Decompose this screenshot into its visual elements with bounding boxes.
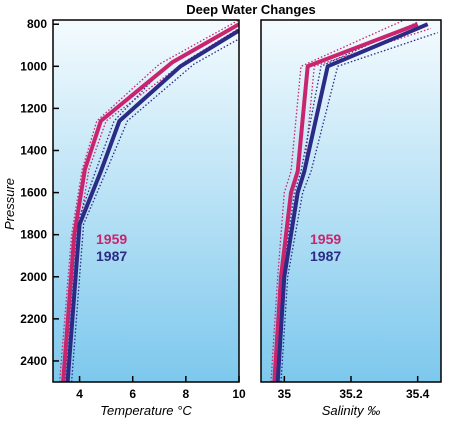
y-tick-label: 1200 [20,101,47,115]
legend-label-1959: 1959 [310,231,341,247]
temperature-axes-frame [52,19,240,383]
y-tick-label: 800 [27,17,47,31]
salinity-data-layer [270,20,438,382]
envelope-line-1959 [58,20,239,382]
x-tick-label: 6 [129,387,136,401]
legend-label-1959: 1959 [96,231,127,247]
y-tick-label: 1400 [20,143,47,157]
y-tick-label: 1000 [20,59,47,73]
series-line-1959 [272,22,419,382]
y-axis-label: Pressure [2,178,17,230]
legend-label-1987: 1987 [96,248,127,264]
temperature-x-axis-label: Temperature °C [100,403,192,418]
temperature-plot-area [53,20,239,382]
x-tick-label: 35 [278,387,292,401]
x-tick-label: 35.2 [339,387,363,401]
envelope-line-1959 [270,20,405,382]
y-axis-ticks: 800 1000 1200 1400 1600 1800 2000 2200 2400 [20,17,59,368]
y-tick-label: 1800 [20,228,47,242]
series-line-1987 [275,22,429,382]
y-tick-label: 2400 [20,354,47,368]
y-tick-label: 2200 [20,312,47,326]
series-line-1987 [65,28,239,382]
x-tick-label: 10 [232,387,246,401]
x-tick-label: 4 [76,387,83,401]
legend-label-1987: 1987 [310,248,341,264]
x-tick-label: 35.4 [406,387,430,401]
chart-title: Deep Water Changes [186,2,316,17]
y-tick-label: 2000 [20,270,47,284]
x-tick-label: 8 [183,387,190,401]
envelope-line-1987 [70,38,239,382]
y-tick-label: 1600 [20,186,47,200]
series-line-1959 [61,22,239,382]
temperature-data-layer [58,20,239,382]
envelope-line-1987 [280,31,438,382]
salinity-x-axis-label: Salinity ‰ [322,403,381,418]
